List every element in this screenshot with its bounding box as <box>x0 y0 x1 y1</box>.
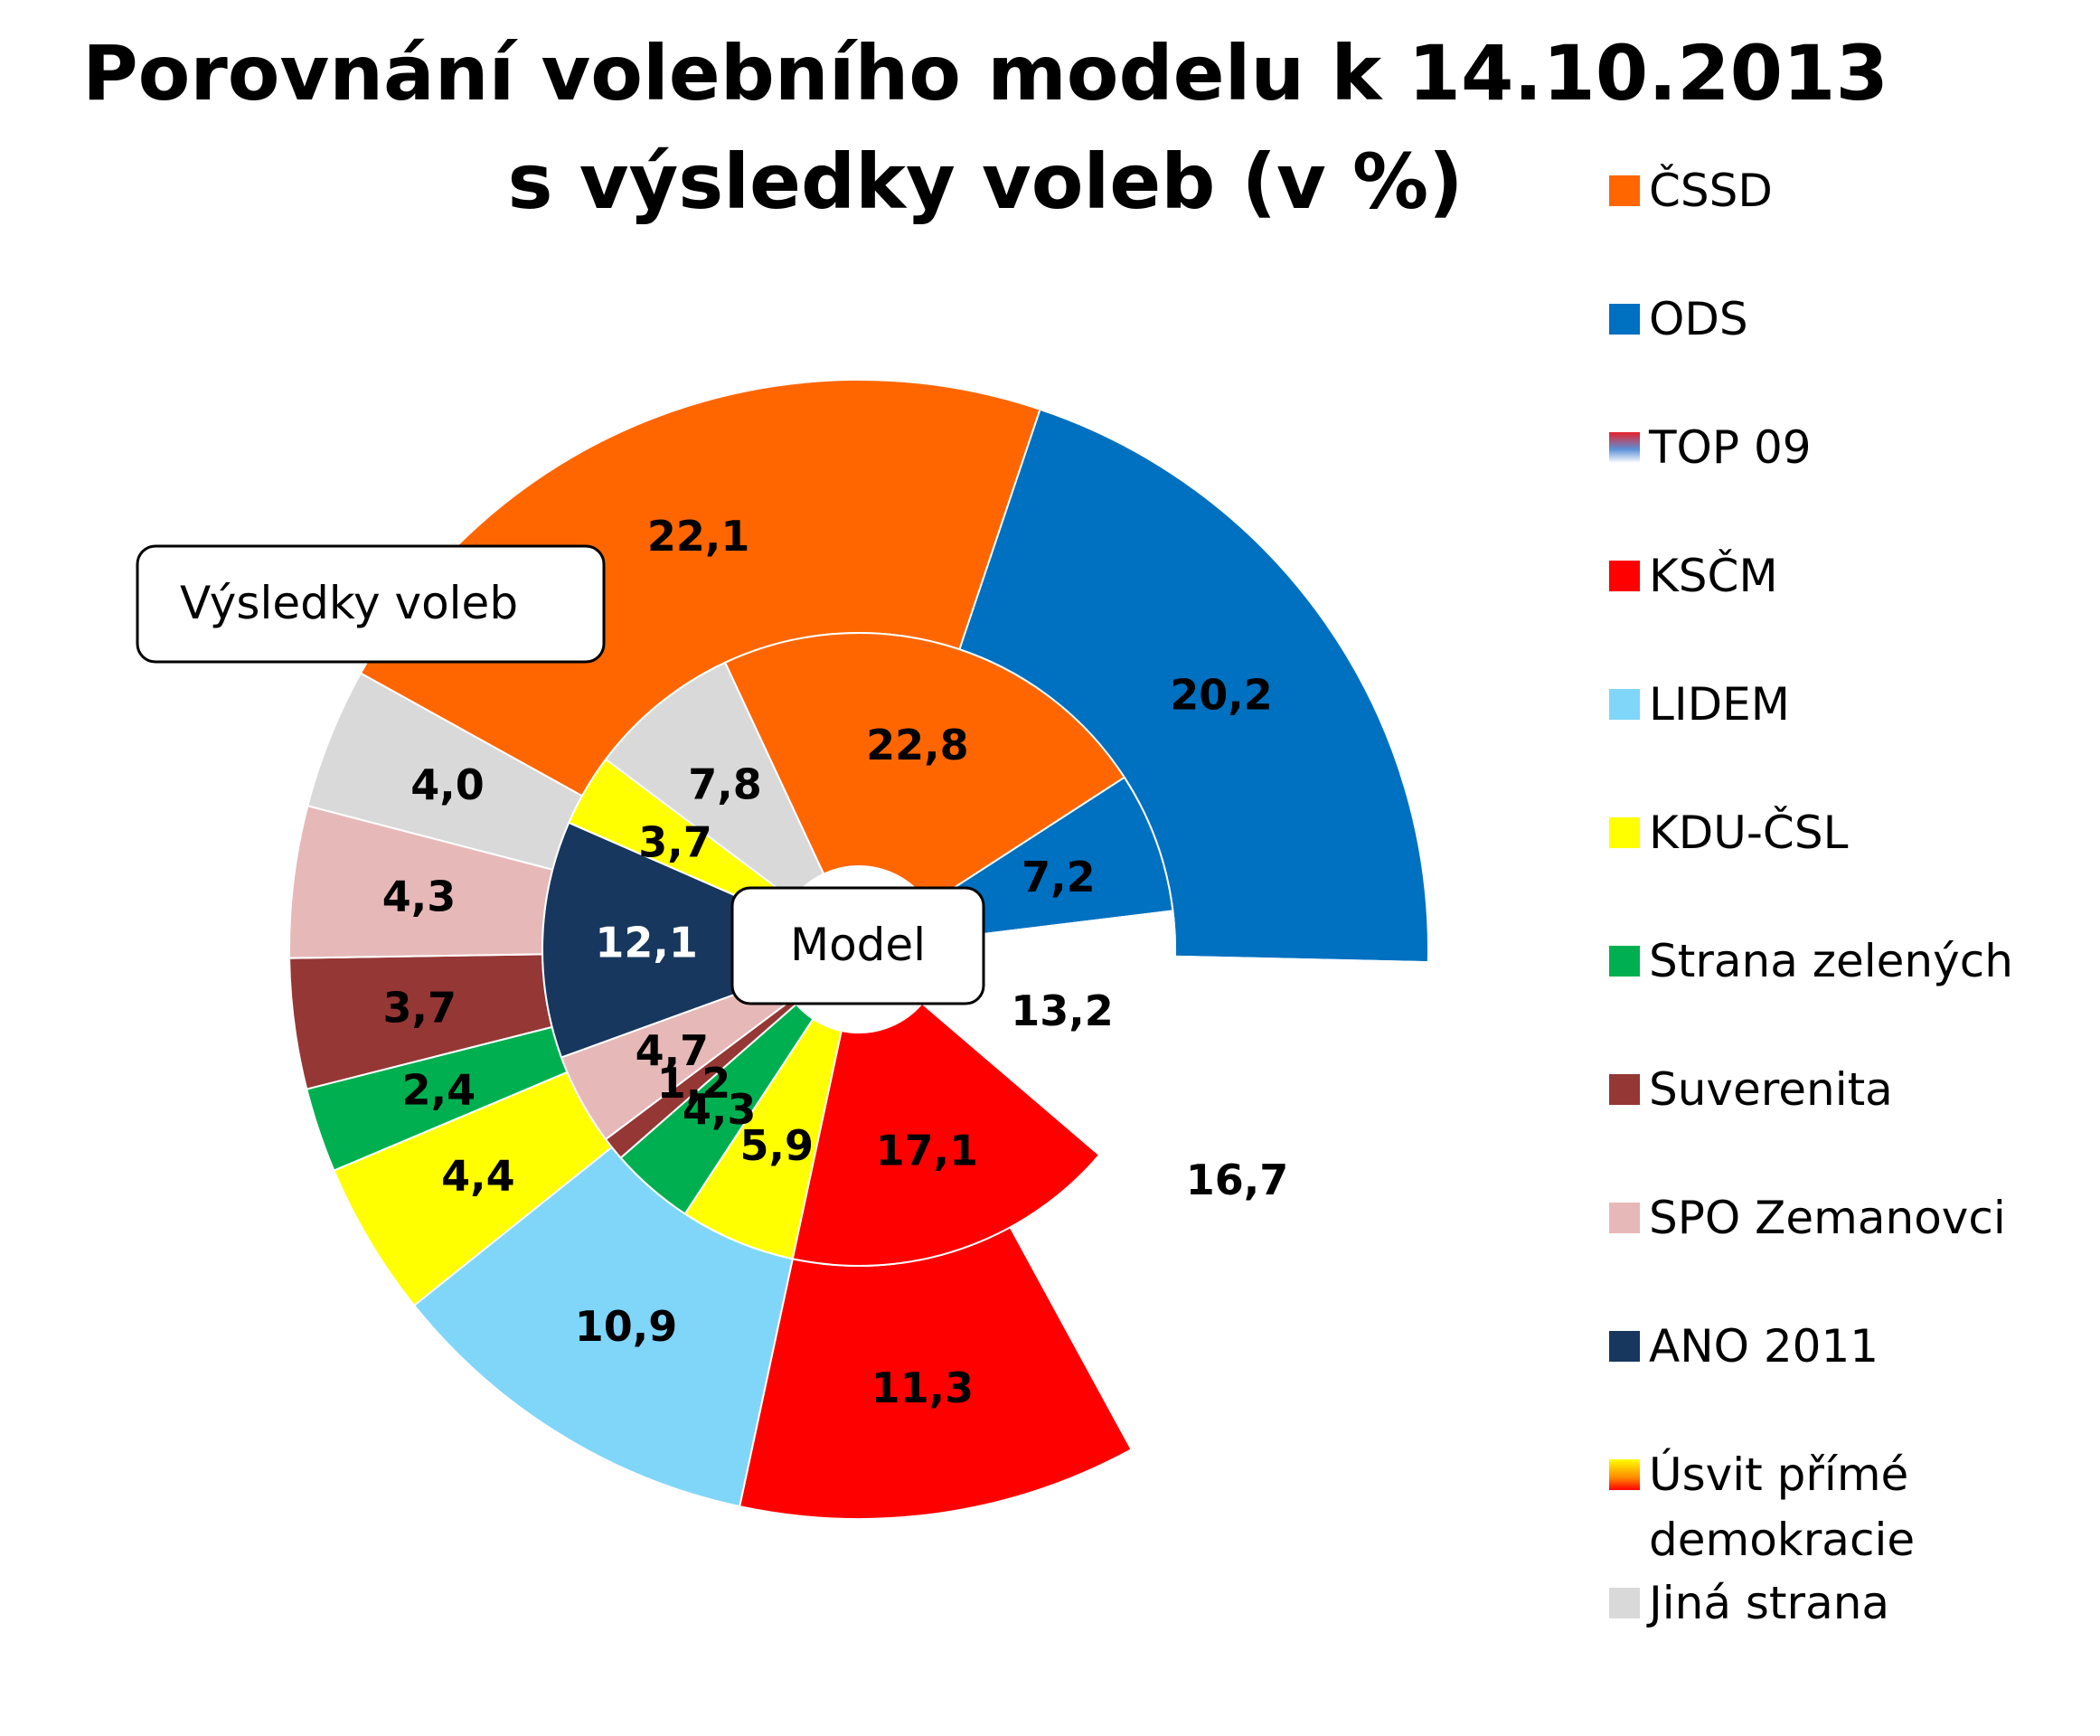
legend-label-kdu-csl: KDU-ČSL <box>1649 806 1849 859</box>
legend-label-jina-strana: Jiná strana <box>1646 1577 1889 1629</box>
legend-item-jina-strana: Jiná strana <box>1609 1577 1889 1629</box>
inner-ring-slice-kscm <box>791 1002 1101 1267</box>
inner-ring-label-ano-2011: 12,1 <box>595 919 698 967</box>
outer-ring-label-lidem: 10,9 <box>575 1302 678 1351</box>
inner-ring-label-suverenita: 1,2 <box>657 1059 731 1108</box>
inner-ring-label-top-09: 13,2 <box>1011 986 1114 1035</box>
legend-swatch-strana-zelenych <box>1609 946 1640 976</box>
callout-model-box <box>730 886 985 1005</box>
legend-item-ano-2011: ANO 2011 <box>1609 1320 1879 1373</box>
outer-ring-label-jina-strana: 4,0 <box>410 760 485 809</box>
legend-label-lidem: LIDEM <box>1649 678 1790 731</box>
rings-group <box>288 379 1429 1520</box>
outer-ring-label-kscm: 11,3 <box>871 1363 975 1412</box>
outer-ring-label-suverenita: 3,7 <box>382 983 457 1032</box>
legend-item-usvit-prime-demokracie: Úsvit přímé demokracie <box>1609 1448 1915 1566</box>
legend-swatch-ods <box>1609 304 1640 335</box>
inner-ring-label-cssd: 22,8 <box>866 721 969 769</box>
outer-ring-label-strana-zelenych: 2,4 <box>402 1066 476 1115</box>
legend-item-strana-zelenych: Strana zelených <box>1609 935 2013 987</box>
legend-item-kscm: KSČM <box>1609 549 1778 602</box>
legend-item-cssd: ČSSD <box>1609 164 1773 217</box>
legend-label-strana-zelenych: Strana zelených <box>1649 935 2013 987</box>
outer-ring-label-spo-zemanovci: 4,3 <box>382 872 457 920</box>
legend-item-ods: ODS <box>1609 293 1748 345</box>
inner-ring-label-ods: 7,2 <box>1022 853 1096 901</box>
chart-legend: ČSSD ODS TOP 09 KSČM LIDEM KDU-ČSL Strana zele… <box>1609 164 2013 1629</box>
legend-label-usvit-prime-demokracie-line-2: demokracie <box>1649 1514 1915 1566</box>
callout-vysledky-voleb: Výsledky voleb <box>136 544 606 664</box>
legend-label-cssd: ČSSD <box>1649 164 1773 217</box>
inner-ring-label-kscm: 17,1 <box>876 1127 979 1175</box>
legend-swatch-jina-strana <box>1609 1588 1640 1618</box>
legend-swatch-suverenita <box>1609 1074 1640 1105</box>
data-labels-group: 22,1 20,2 16,7 11,3 10,9 4,4 2,4 3,7 4,3 4,0 22,8 7… <box>382 512 1288 1412</box>
legend-label-suverenita: Suverenita <box>1649 1063 1893 1116</box>
legend-label-spo-zemanovci: SPO Zemanovci <box>1649 1192 2006 1244</box>
legend-item-spo-zemanovci: SPO Zemanovci <box>1609 1192 2006 1244</box>
legend-item-suverenita: Suverenita <box>1609 1063 1893 1116</box>
legend-label-top-09: TOP 09 <box>1648 421 1812 474</box>
legend-item-lidem: LIDEM <box>1609 678 1790 731</box>
legend-label-kscm: KSČM <box>1649 549 1778 602</box>
outer-ring-label-top-09: 16,7 <box>1186 1156 1289 1204</box>
callout-vysledky-voleb-label: Výsledky voleb <box>180 577 518 629</box>
inner-ring-label-jina-strana: 7,8 <box>688 760 762 808</box>
inner-ring-slice-cssd <box>723 632 1126 906</box>
legend-swatch-usvit-prime-demokracie <box>1609 1459 1640 1490</box>
legend-label-usvit-prime-demokracie-line-1: Úsvit přímé <box>1649 1448 1908 1501</box>
inner-ring-label-spo-zemanovci: 4,7 <box>636 1026 710 1075</box>
legend-item-kdu-csl: KDU-ČSL <box>1609 806 1849 859</box>
legend-swatch-lidem <box>1609 689 1640 720</box>
legend-swatch-kscm <box>1609 561 1640 591</box>
inner-ring-label-usvit-prime-demokracie: 3,7 <box>638 818 712 867</box>
legend-swatch-kdu-csl <box>1609 817 1640 848</box>
callout-vysledky-voleb-box <box>136 544 606 664</box>
legend-item-top-09: TOP 09 <box>1609 421 1812 474</box>
legend-swatch-ano-2011 <box>1609 1331 1640 1362</box>
chart-title-line-1: Porovnání volebního modelu k 14.10.2013 <box>82 29 1888 118</box>
legend-label-ano-2011: ANO 2011 <box>1649 1320 1879 1373</box>
legend-label-ods: ODS <box>1649 293 1748 345</box>
callout-model: Model <box>730 886 985 1005</box>
callout-model-label: Model <box>790 919 926 971</box>
chart-title: Porovnání volebního modelu k 14.10.2013 … <box>82 29 1888 226</box>
legend-swatch-spo-zemanovci <box>1609 1203 1640 1233</box>
inner-ring-label-strana-zelenych: 4,3 <box>683 1085 757 1134</box>
outer-ring-label-cssd: 22,1 <box>647 512 750 561</box>
legend-swatch-top-09 <box>1609 432 1640 463</box>
outer-ring-label-kdu-csl: 4,4 <box>441 1152 515 1201</box>
legend-swatch-cssd <box>1609 175 1640 206</box>
inner-ring-label-kdu-csl: 5,9 <box>740 1121 815 1170</box>
chart-title-line-2: s výsledky voleb (v %) <box>507 137 1463 226</box>
outer-ring-label-ods: 20,2 <box>1170 670 1273 719</box>
